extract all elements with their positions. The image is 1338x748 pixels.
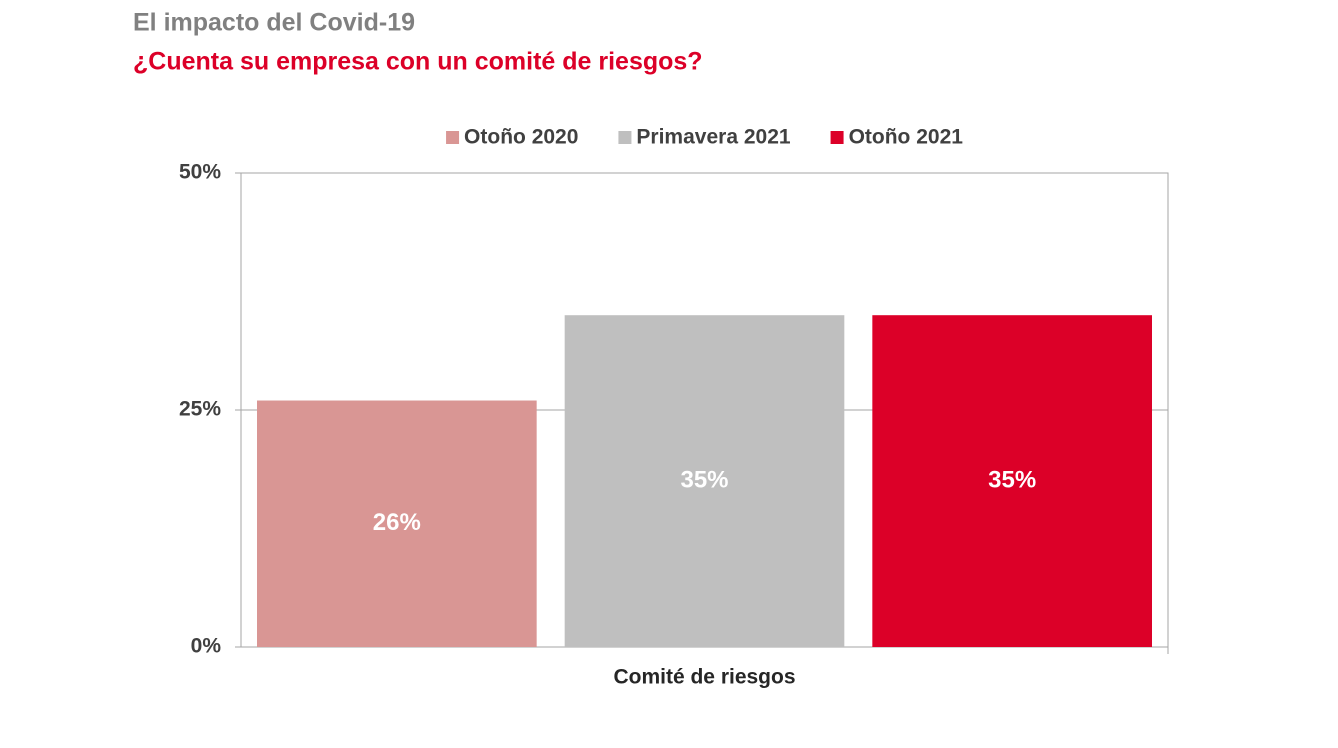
legend-marker <box>830 131 844 144</box>
data-label: 35% <box>988 466 1036 493</box>
legend-label: Otoño 2020 <box>464 126 578 149</box>
data-label: 26% <box>373 509 421 536</box>
x-tick-label: Comité de riesgos <box>613 666 795 689</box>
y-tick-label: 0% <box>191 635 222 658</box>
bar <box>564 315 845 647</box>
bar <box>872 315 1152 647</box>
chart-subtitle: ¿Cuenta su empresa con un comité de ries… <box>133 48 703 76</box>
chart-title: El impacto del Covid-19 <box>133 9 415 37</box>
legend-marker <box>446 131 460 144</box>
legend-label: Otoño 2021 <box>849 126 964 149</box>
legend-marker <box>618 131 632 144</box>
data-label: 35% <box>680 466 728 493</box>
legend-label: Primavera 2021 <box>636 126 790 149</box>
bar <box>257 400 537 647</box>
y-tick-label: 50% <box>179 161 221 184</box>
y-tick-label: 25% <box>179 398 221 421</box>
